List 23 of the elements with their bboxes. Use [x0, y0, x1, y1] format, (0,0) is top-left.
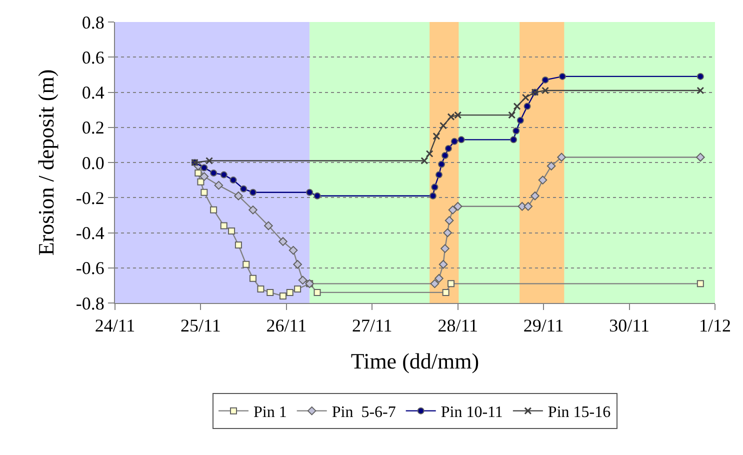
y-tick-label: 0.8	[82, 12, 104, 32]
x-tick-label: 26/11	[266, 316, 307, 336]
x-tick-label: 1/12	[698, 316, 732, 336]
x-tick-label: 27/11	[352, 316, 392, 336]
x-axis-title: Time (dd/mm)	[350, 348, 480, 374]
x-tick-label: 25/11	[180, 316, 221, 336]
y-tick-label: -0.2	[76, 188, 104, 208]
y-tick-label: 0.2	[82, 118, 104, 138]
y-tick-label: 0.0	[82, 152, 104, 173]
legend-label: Pin 1	[254, 404, 287, 422]
legend-label: Pin 15-16	[548, 404, 611, 422]
y-tick-label: -0.4	[76, 223, 104, 244]
x-tick-label: 29/11	[523, 316, 564, 336]
y-tick-label: 0.4	[82, 82, 104, 103]
legend-label: Pin 10-11	[440, 404, 503, 422]
x-tick-label: 30/11	[609, 316, 650, 336]
x-tick-label: 24/11	[94, 316, 136, 336]
y-axis-title: Erosion / deposit (m)	[34, 69, 59, 256]
legend-label: Pin 5-6-7	[332, 404, 396, 422]
y-tick-label: 0.6	[82, 47, 104, 68]
x-tick-label: 28/11	[438, 316, 478, 336]
y-tick-label: -0.6	[76, 258, 104, 278]
y-tick-label: -0.8	[76, 293, 104, 314]
